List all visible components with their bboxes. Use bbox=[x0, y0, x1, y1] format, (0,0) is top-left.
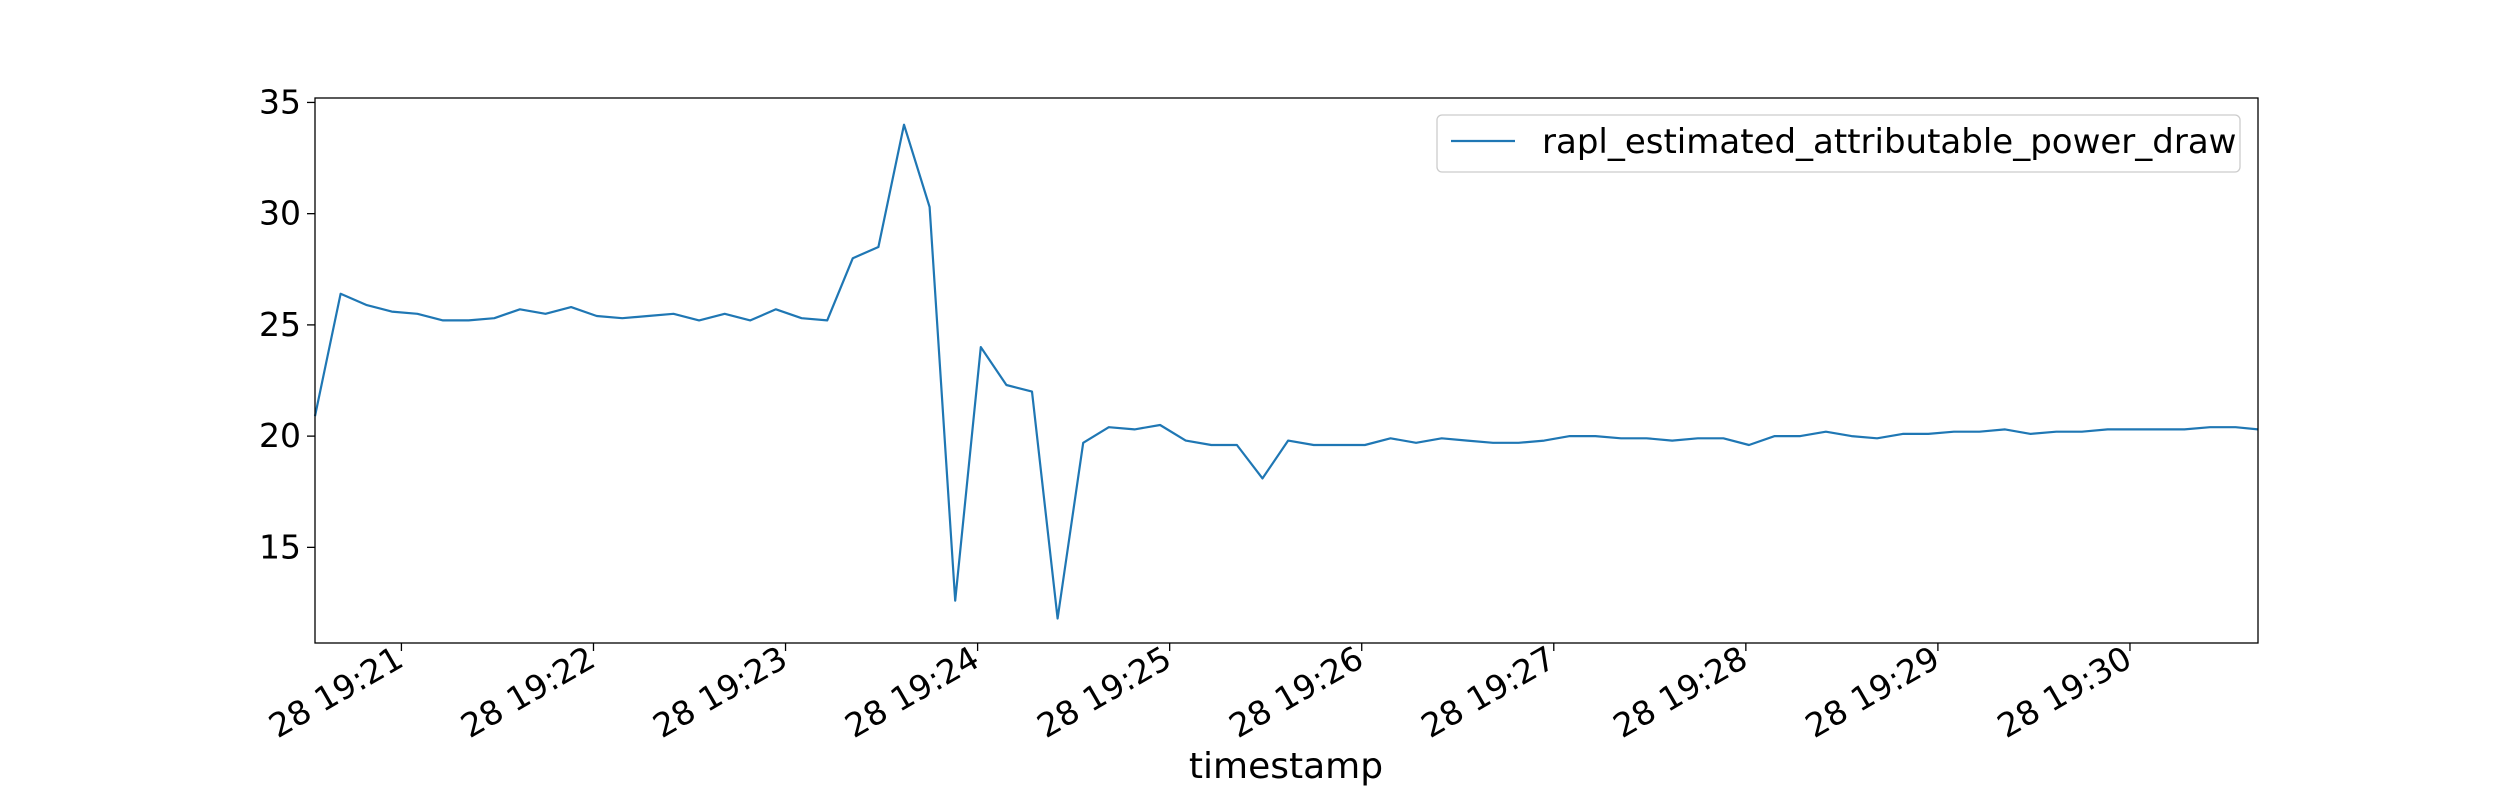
y-tick-label: 35 bbox=[259, 82, 301, 121]
legend-label: rapl_estimated_attributable_power_draw bbox=[1542, 122, 2237, 162]
series-line bbox=[313, 123, 2259, 620]
plot-area-frame bbox=[314, 97, 2259, 644]
legend-box bbox=[1436, 114, 2241, 173]
y-tick-label: 30 bbox=[259, 194, 301, 233]
y-axis-ticks: 15 20 25 30 35 bbox=[259, 82, 315, 566]
legend: rapl_estimated_attributable_power_draw bbox=[1436, 114, 2241, 173]
x-axis-label: timestamp bbox=[1189, 746, 1383, 787]
y-tick-label: 20 bbox=[259, 416, 301, 455]
y-tick-label: 25 bbox=[259, 305, 301, 344]
y-tick-label: 15 bbox=[259, 527, 301, 566]
